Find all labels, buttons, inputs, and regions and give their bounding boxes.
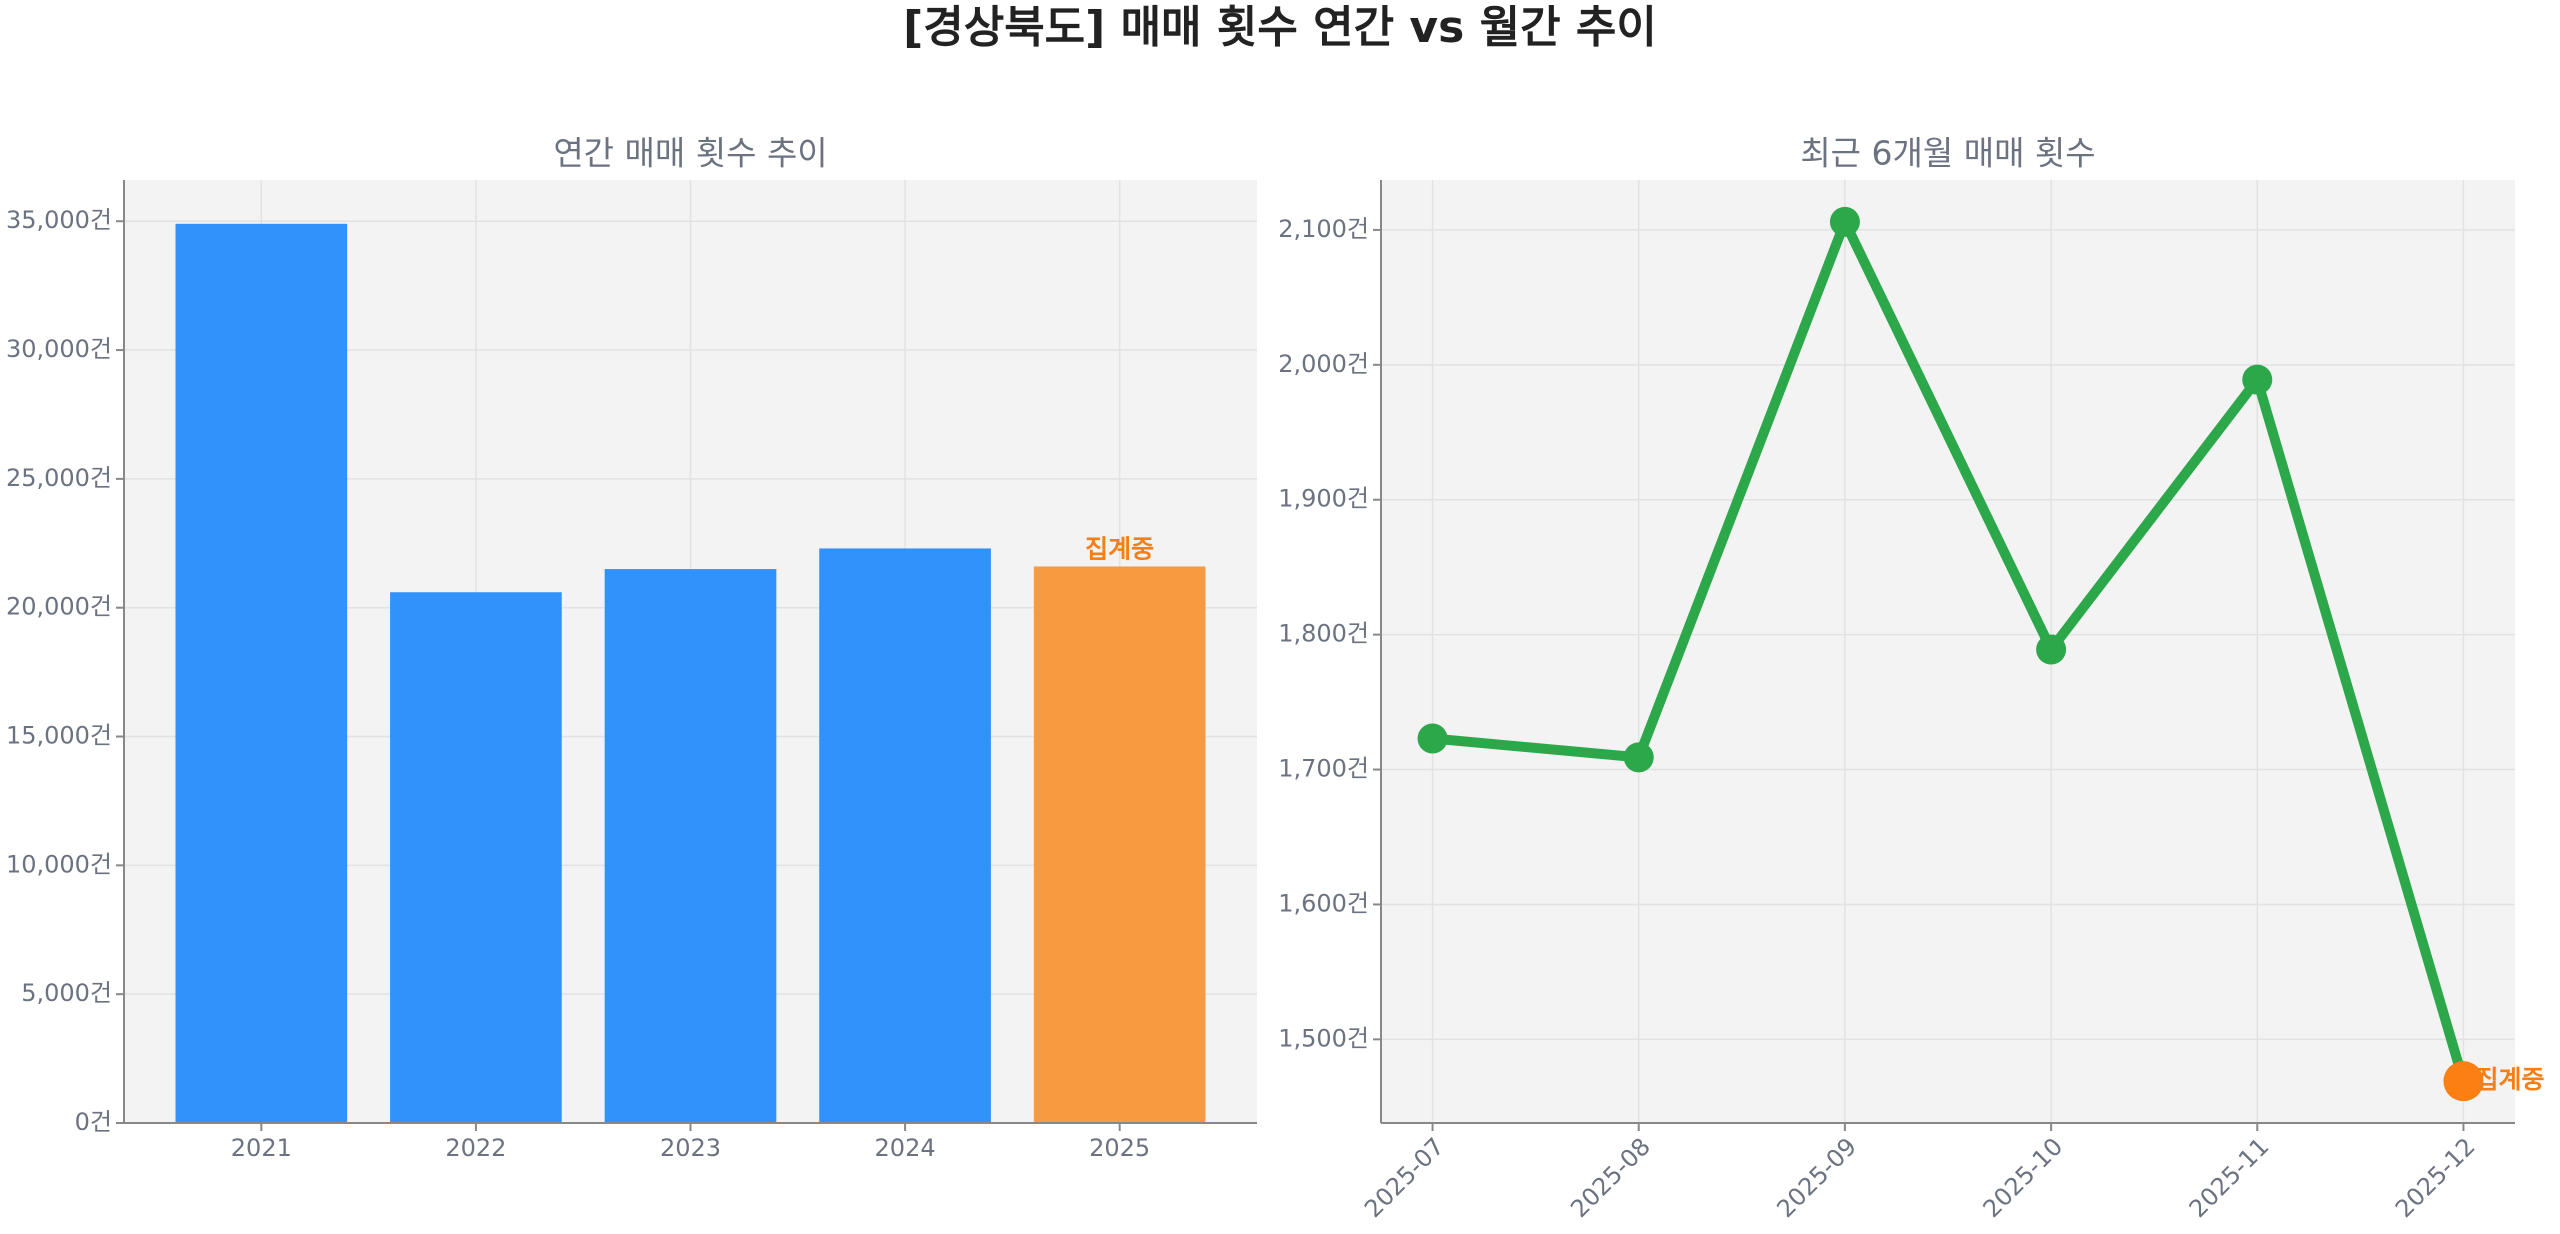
point — [1829, 206, 1860, 237]
y-tick-label: 25,000건 — [6, 464, 112, 492]
y-tick-label: 1,700건 — [1278, 755, 1369, 783]
y-tick-label: 1,500건 — [1278, 1024, 1369, 1052]
x-tick-label: 2025-09 — [1771, 1132, 1862, 1223]
point — [2443, 1061, 2484, 1102]
bar — [1033, 566, 1206, 1123]
bar — [390, 592, 562, 1123]
y-tick-label: 2,000건 — [1278, 350, 1369, 378]
y-tick-label: 10,000건 — [6, 850, 112, 878]
y-tick-label: 35,000건 — [6, 206, 112, 234]
subplot-title: 연간 매매 횟수 추이 — [553, 134, 827, 173]
x-tick-label: 2025-12 — [2390, 1132, 2481, 1223]
annotation: 집계중 — [2475, 1065, 2544, 1094]
x-tick-label: 2025-10 — [1978, 1132, 2069, 1223]
point — [2036, 634, 2067, 665]
line — [1432, 216, 2469, 1083]
x-tick-label: 2022 — [445, 1134, 506, 1162]
y-tick-label: 2,100건 — [1278, 215, 1369, 243]
bar — [175, 223, 348, 1124]
y-tick-label: 1,800건 — [1278, 620, 1369, 648]
y-tick-label: 20,000건 — [6, 593, 112, 621]
x-tick-label: 2024 — [875, 1134, 936, 1162]
x-tick-label: 2025-08 — [1565, 1132, 1656, 1223]
y-tick-label: 30,000건 — [6, 335, 112, 363]
bar — [819, 548, 991, 1123]
point — [2242, 364, 2273, 395]
x-tick-label: 2025-07 — [1359, 1132, 1450, 1223]
plot-area — [1381, 180, 2515, 1123]
point — [1623, 742, 1654, 773]
y-tick-label: 5,000건 — [21, 979, 112, 1007]
bar — [604, 569, 777, 1123]
x-tick-label: 2021 — [231, 1134, 292, 1162]
annotation: 집계중 — [1085, 534, 1154, 563]
y-tick-label: 0건 — [75, 1108, 112, 1136]
x-tick-label: 2025-11 — [2184, 1132, 2275, 1223]
chart-title: [경상북도] 매매 횟수 연간 vs 월간 추이 — [903, 2, 1657, 53]
y-tick-label: 1,600건 — [1278, 889, 1369, 917]
x-tick-label: 2025 — [1089, 1134, 1150, 1162]
x-tick-label: 2023 — [660, 1134, 721, 1162]
point — [1417, 723, 1448, 754]
y-tick-label: 15,000건 — [6, 722, 112, 750]
subplot-title: 최근 6개월 매매 횟수 — [1800, 134, 2095, 173]
y-tick-label: 1,900건 — [1278, 485, 1369, 513]
